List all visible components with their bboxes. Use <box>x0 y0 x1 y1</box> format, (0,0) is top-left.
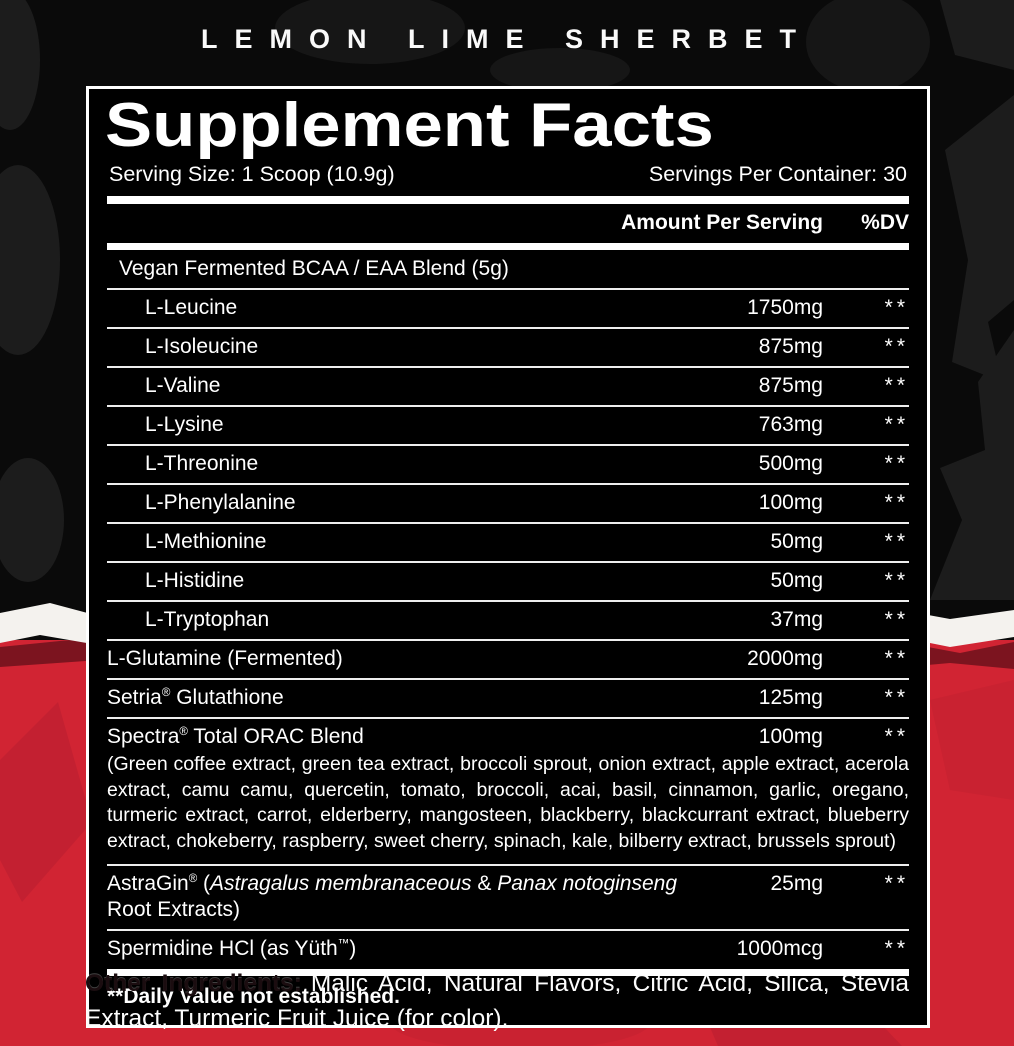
ingredient-row: L-Valine 875mg ** <box>107 366 909 405</box>
ingredient-name: Spermidine HCl (as Yüth™) <box>107 937 357 961</box>
ingredient-row: L-Lysine 763mg ** <box>107 405 909 444</box>
daily-value-footnote: **Daily Value not established. <box>107 985 400 1009</box>
ingredient-row: L-Leucine 1750mg ** <box>107 288 909 327</box>
ingredient-row: Vegan Fermented BCAA / EAA Blend (5g) <box>107 251 909 288</box>
ingredient-name: L-Valine <box>145 374 221 398</box>
amount-value: 1000mcg <box>736 937 823 961</box>
panel-title: Supplement Facts <box>105 91 714 160</box>
ingredient-row: AstraGin® (Astragalus membranaceous & Pa… <box>107 864 909 929</box>
dv-value: ** <box>884 374 909 398</box>
ingredient-row: L-Phenylalanine 100mg ** <box>107 483 909 522</box>
ingredient-row: L-Methionine 50mg ** <box>107 522 909 561</box>
other-ingredients-label: Other Ingredients: <box>85 970 302 997</box>
ingredient-name: L-Lysine <box>145 413 224 437</box>
ingredient-name: L-Isoleucine <box>145 335 259 359</box>
dv-value: ** <box>884 686 909 710</box>
ingredient-name: L-Phenylalanine <box>145 491 296 515</box>
ingredient-name: Setria® Glutathione <box>107 686 284 710</box>
amount-value: 25mg <box>770 872 823 896</box>
amount-value: 875mg <box>758 335 823 359</box>
flavor-title: LEMON LIME SHERBET <box>200 24 813 54</box>
amount-value: 500mg <box>758 452 823 476</box>
other-ingredients: Other Ingredients: Malic Acid, Natural Fl… <box>85 966 909 1036</box>
blend-description: (Green coffee extract, green tea extract… <box>107 753 909 852</box>
ingredient-name: L-Histidine <box>145 569 245 593</box>
ingredient-name: L-Glutamine (Fermented) <box>107 647 343 671</box>
dv-value: ** <box>884 647 909 671</box>
dv-header: %DV <box>861 211 909 235</box>
ingredient-row: L-Tryptophan 37mg ** <box>107 600 909 639</box>
dv-value: ** <box>884 452 909 476</box>
amount-value: 1750mg <box>747 296 823 320</box>
amount-value: 2000mg <box>747 647 823 671</box>
supplement-facts-panel: Supplement Facts Serving Size: 1 Scoop (… <box>86 86 930 1029</box>
ingredient-row: Spectra® Total ORAC Blend 100mg ** (Green c… <box>107 717 909 864</box>
dv-value: ** <box>884 872 909 896</box>
dv-value: ** <box>884 296 909 320</box>
ingredient-row: L-Histidine 50mg ** <box>107 561 909 600</box>
amount-value: 50mg <box>770 530 823 554</box>
amount-value: 37mg <box>770 608 823 632</box>
ingredient-name: Vegan Fermented BCAA / EAA Blend (5g) <box>119 257 509 281</box>
ingredient-rows: Vegan Fermented BCAA / EAA Blend (5g) L-L… <box>107 251 909 968</box>
dv-value: ** <box>884 530 909 554</box>
ingredient-row: Setria® Glutathione 125mg ** <box>107 678 909 717</box>
ingredient-name: AstraGin® (Astragalus membranaceous & Pa… <box>107 872 678 922</box>
dv-value: ** <box>884 569 909 593</box>
ingredient-name: Spectra® Total ORAC Blend <box>107 725 364 749</box>
amount-value: 100mg <box>758 725 823 749</box>
ingredient-name: L-Methionine <box>145 530 267 554</box>
amount-value: 100mg <box>758 491 823 515</box>
ingredient-name: L-Threonine <box>145 452 259 476</box>
ingredient-row: L-Threonine 500mg ** <box>107 444 909 483</box>
amount-value: 875mg <box>758 374 823 398</box>
ingredient-row: L-Glutamine (Fermented) 2000mg ** <box>107 639 909 678</box>
ingredient-name: L-Tryptophan <box>145 608 270 632</box>
dv-value: ** <box>884 335 909 359</box>
ingredient-row: L-Isoleucine 875mg ** <box>107 327 909 366</box>
serving-size: Serving Size: 1 Scoop (10.9g) <box>109 162 395 187</box>
amount-value: 50mg <box>770 569 823 593</box>
dv-value: ** <box>884 608 909 632</box>
dv-value: ** <box>884 725 909 749</box>
dv-value: ** <box>884 937 909 961</box>
amount-value: 125mg <box>758 686 823 710</box>
divider-thick <box>107 969 909 977</box>
divider-thick <box>107 196 909 205</box>
other-ingredients-text: Malic Acid, Natural Flavors, Citric Acid… <box>85 970 909 1032</box>
serving-info: Serving Size: 1 Scoop (10.9g) Servings P… <box>107 160 909 196</box>
amount-value: 763mg <box>758 413 823 437</box>
dv-value: ** <box>884 491 909 515</box>
column-headers: Amount Per Serving %DV <box>107 204 909 243</box>
servings-per-container: Servings Per Container: 30 <box>648 162 907 187</box>
divider-thick <box>107 243 909 251</box>
ingredient-row: Spermidine HCl (as Yüth™) 1000mcg ** <box>107 929 909 968</box>
ingredient-name: L-Leucine <box>145 296 238 320</box>
dv-value: ** <box>884 413 909 437</box>
amount-per-serving-header: Amount Per Serving <box>621 211 823 235</box>
